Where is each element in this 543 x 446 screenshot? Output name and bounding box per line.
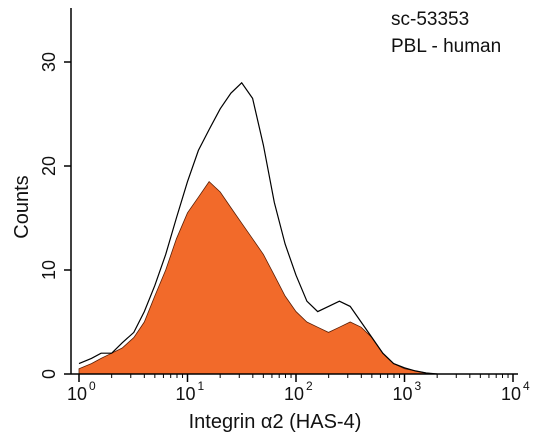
x-tick-label-3: 10 (392, 384, 412, 404)
y-tick-label-10: 10 (39, 260, 59, 280)
y-axis-title: Counts (11, 175, 33, 238)
x-tick-label-4: 10 (501, 384, 521, 404)
y-tick-label-30: 30 (39, 52, 59, 72)
x-tick-exponent-0: 0 (89, 379, 96, 393)
x-tick-exponent-2: 2 (306, 379, 313, 393)
x-tick-label-0: 10 (67, 384, 87, 404)
y-tick-label-0: 0 (39, 369, 59, 379)
x-tick-exponent-4: 4 (523, 379, 530, 393)
series-filled-area (78, 180, 438, 375)
x-tick-label-2: 10 (284, 384, 304, 404)
annotation-sample: PBL - human (391, 36, 501, 57)
x-axis-title: Integrin α2 (HAS-4) (189, 411, 362, 433)
x-tick-label-1: 10 (175, 384, 195, 404)
series-outline-line (78, 81, 438, 375)
y-tick-label-20: 20 (39, 156, 59, 176)
annotation-catalog-number: sc-53353 (391, 9, 469, 30)
x-tick-exponent-3: 3 (415, 379, 422, 393)
x-tick-exponent-1: 1 (198, 379, 205, 393)
